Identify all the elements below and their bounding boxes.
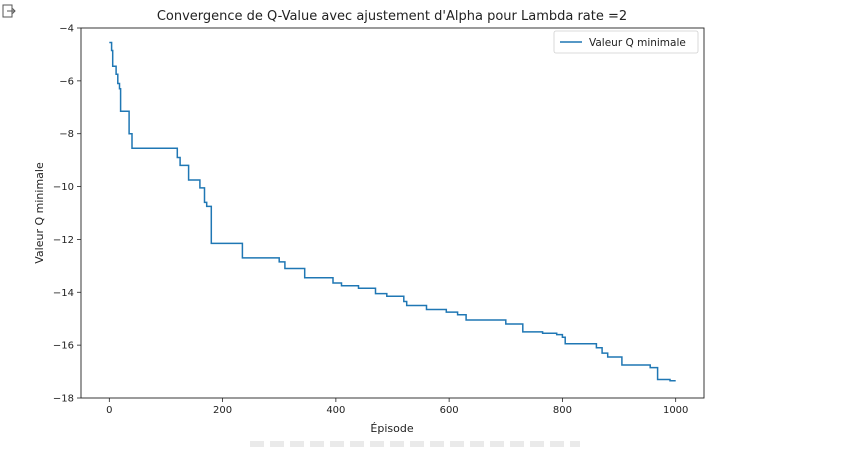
y-axis-label: Valeur Q minimale xyxy=(33,162,46,264)
cropped-output-text xyxy=(250,441,580,447)
y-tick-label: −16 xyxy=(53,341,74,352)
legend: Valeur Q minimale xyxy=(553,30,699,54)
x-axis-label: Épisode xyxy=(370,422,413,435)
x-tick-label: 1000 xyxy=(663,405,688,416)
chart-title: Convergence de Q-Value avec ajustement d… xyxy=(157,9,627,24)
x-tick-label: 400 xyxy=(326,405,345,416)
y-tick-label: −8 xyxy=(59,129,74,140)
output-expand-icon[interactable] xyxy=(2,3,16,18)
y-axis-ticks: −18 −16 −14 −12 −10 −8 −6 −4 xyxy=(53,24,81,405)
x-tick-label: 200 xyxy=(213,405,232,416)
legend-box xyxy=(553,30,699,54)
y-tick-label: −10 xyxy=(53,182,74,193)
x-tick-label: 600 xyxy=(440,405,459,416)
x-tick-label: 800 xyxy=(553,405,572,416)
plot-area xyxy=(80,27,705,399)
x-axis-ticks: 0 200 400 600 800 1000 xyxy=(106,398,688,416)
y-tick-label: −12 xyxy=(53,235,74,246)
legend-entry-valeur-q-minimale: Valeur Q minimale xyxy=(589,37,686,49)
y-tick-label: −6 xyxy=(59,76,74,87)
y-tick-label: −14 xyxy=(53,288,74,299)
x-tick-label: 0 xyxy=(106,405,112,416)
series-line-valeur-q-minimale xyxy=(109,41,676,382)
y-tick-label: −18 xyxy=(53,394,74,405)
y-tick-label: −4 xyxy=(59,24,74,35)
